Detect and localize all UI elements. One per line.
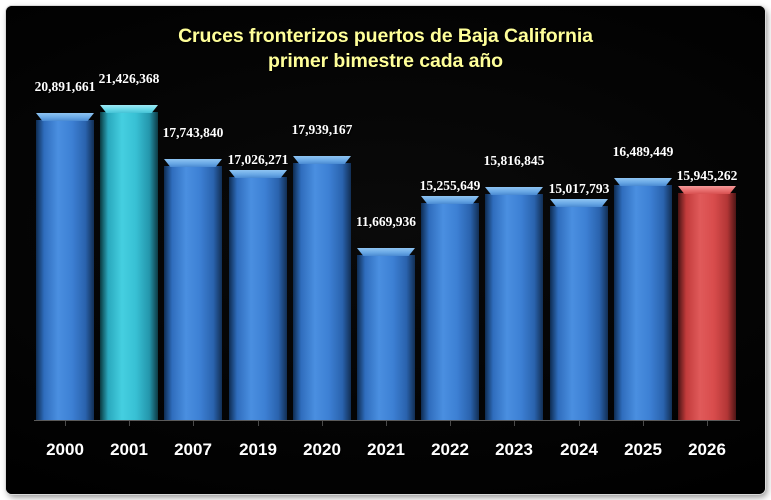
bar-2020[interactable] [293,156,351,420]
bar-value-label-2026: 15,945,262 [676,168,738,183]
bar-value-label-2023: 15,816,845 [483,153,545,168]
chart-title-text: Cruces fronterizos puertos de Baja Calif… [178,25,593,72]
x-axis-label-2021: 2021 [367,440,405,459]
bar-group-2001: 21,426,368 [99,71,159,420]
x-axis-label-2025: 2025 [624,440,662,459]
bar-2025[interactable] [614,178,672,420]
x-axis-tick-2001 [129,421,130,426]
bar-top-cap [678,186,736,194]
x-axis-line [34,420,740,421]
x-axis-tick-2000 [65,421,66,426]
plot-area: 20,891,661 2000 21,426,368 2001 17,743,840 20… [6,6,765,494]
bar-2024[interactable] [550,199,608,420]
bar-body [421,203,479,420]
bar-2021[interactable] [357,248,415,420]
x-axis-label-2019: 2019 [239,440,277,459]
bar-value-label-2021: 11,669,936 [355,214,417,229]
bar-2022[interactable] [421,196,479,420]
bar-2001[interactable] [100,105,158,420]
bar-group-2021: 11,669,936 [356,214,416,420]
bar-value-label-2020: 17,939,167 [291,122,353,137]
x-axis-tick-2024 [579,421,580,426]
bar-top-cap [421,196,479,204]
bar-group-2022: 15,255,649 [420,178,480,420]
bar-value-label-2001: 21,426,368 [98,71,160,86]
bar-group-2020: 17,939,167 [292,122,352,420]
bar-top-cap [614,178,672,186]
bar-group-2000: 20,891,661 [35,79,95,420]
bar-2019[interactable] [229,170,287,420]
bar-top-cap [357,248,415,256]
bar-body [485,194,543,420]
bar-body [293,163,351,420]
x-axis-label-2001: 2001 [110,440,148,459]
bar-top-cap [550,199,608,207]
bar-top-cap [36,113,94,121]
x-axis-tick-2021 [386,421,387,426]
bar-body [614,185,672,420]
bar-body [36,120,94,420]
x-axis-label-2023: 2023 [495,440,533,459]
bar-top-cap [293,156,351,164]
bar-top-cap [164,159,222,167]
chart-frame: Cruces fronterizos puertos de Baja Calif… [6,6,765,494]
bar-body [357,255,415,420]
bar-top-cap [100,105,158,113]
chart-title: Cruces fronterizos puertos de Baja Calif… [6,24,765,74]
chart-plot-background: Cruces fronterizos puertos de Baja Calif… [6,6,765,494]
x-axis-tick-2020 [322,421,323,426]
bar-group-2024: 15,017,793 [549,181,609,420]
bar-value-label-2000: 20,891,661 [34,79,96,94]
x-axis-tick-2023 [514,421,515,426]
bar-value-label-2007: 17,743,840 [162,125,224,140]
x-axis-tick-2026 [707,421,708,426]
bar-group-2025: 16,489,449 [613,144,673,420]
x-axis-label-2007: 2007 [174,440,212,459]
bar-body [164,166,222,420]
x-axis-label-2000: 2000 [46,440,84,459]
x-axis-label-2020: 2020 [303,440,341,459]
x-axis-tick-2025 [643,421,644,426]
bar-top-cap [229,170,287,178]
bar-value-label-2019: 17,026,271 [227,152,289,167]
bar-body [678,193,736,420]
bar-value-label-2022: 15,255,649 [419,178,481,193]
bar-value-label-2024: 15,017,793 [548,181,610,196]
x-axis-label-2024: 2024 [560,440,598,459]
bar-2023[interactable] [485,187,543,420]
bar-body [100,112,158,420]
bar-group-2019: 17,026,271 [228,152,288,420]
bar-2000[interactable] [36,113,94,420]
x-axis-tick-2019 [258,421,259,426]
bar-value-label-2025: 16,489,449 [612,144,674,159]
x-axis-tick-2022 [450,421,451,426]
bar-group-2007: 17,743,840 [163,125,223,420]
bar-top-cap [485,187,543,195]
x-axis-tick-2007 [193,421,194,426]
bar-group-2023: 15,816,845 [484,153,544,420]
bar-body [229,177,287,420]
bar-group-2026: 15,945,262 [677,168,737,420]
bar-body [550,206,608,420]
x-axis-label-2026: 2026 [688,440,726,459]
bar-2007[interactable] [164,159,222,420]
bar-2026[interactable] [678,186,736,420]
x-axis-label-2022: 2022 [431,440,469,459]
